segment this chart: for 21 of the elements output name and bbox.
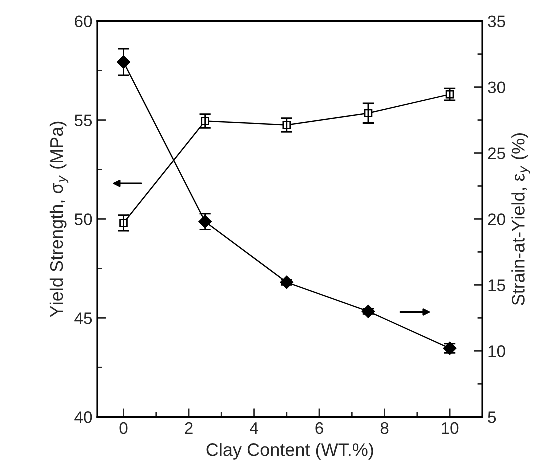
y2-tick-label: 5 [488, 412, 496, 424]
x-tick-label: 4 [250, 422, 258, 434]
y2-tick-label: 35 [488, 16, 506, 28]
y-tick-label: 50 [74, 214, 92, 226]
y2-tick-label: 30 [488, 82, 506, 94]
y-tick-label: 40 [74, 412, 92, 424]
y2-tick-label: 15 [488, 280, 506, 292]
y2-tick-label: 10 [488, 346, 506, 358]
x-tick-label: 6 [316, 422, 324, 434]
y-tick-label: 55 [74, 114, 92, 126]
x-tick-label: 0 [120, 422, 128, 434]
x-tick-label: 2 [185, 422, 193, 434]
x-axis-title: Clay Content (WT.%) [206, 443, 374, 460]
x-tick-label: 10 [442, 422, 459, 434]
y-axis-title: Yield Strength, σ$_{y}$ (MPa) [50, 122, 69, 318]
y2-axis-title: Strain-at-Yield, ε$_{y}$ (%) [512, 134, 530, 306]
y-tick-label: 60 [75, 16, 92, 28]
x-tick-label: 8 [380, 422, 389, 434]
y2-tick-label: 25 [488, 148, 506, 160]
y2-tick-label: 20 [488, 214, 506, 226]
y-tick-label: 45 [74, 312, 92, 324]
